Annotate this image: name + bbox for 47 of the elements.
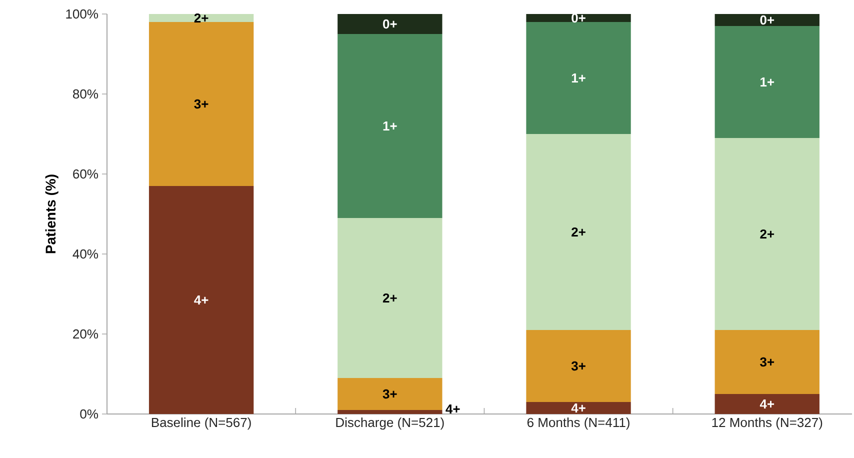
bar (338, 34, 442, 218)
y-tick-label: 80% (73, 89, 98, 99)
series-label: 2+ (194, 13, 208, 23)
text: 2+ (760, 229, 774, 239)
bar (526, 22, 631, 134)
x-tick-label: 12 Months (N=327) (712, 418, 822, 430)
bar (338, 410, 442, 414)
bar (714, 394, 820, 414)
y-tick-label: 0% (80, 409, 98, 419)
bar (714, 26, 820, 138)
bar (338, 14, 442, 34)
bar (338, 378, 442, 410)
bar (338, 218, 442, 378)
bar (148, 22, 254, 186)
text: 0+ (383, 19, 397, 29)
x-tick-label: 6 Months (N=411) (527, 418, 630, 430)
bar (714, 138, 820, 330)
text: 1+ (572, 74, 586, 82)
bar (148, 186, 254, 414)
text: 3+ (571, 361, 586, 371)
y-axis-title: Patients (%) (45, 174, 58, 254)
bar (526, 134, 631, 330)
text: 4+ (760, 400, 774, 408)
series-label: 3+ (382, 389, 397, 399)
bar (526, 402, 631, 414)
text: 4+ (194, 296, 208, 304)
x-tick-label: Baseline (N=567) (152, 418, 251, 430)
bar (714, 14, 820, 26)
text: 1+ (383, 122, 397, 130)
y-tick-label: 20% (73, 329, 98, 339)
bar (526, 14, 631, 22)
y-tick-label: 60% (73, 169, 98, 179)
y-tick-label: 100% (66, 9, 98, 19)
text: 3+ (194, 99, 208, 109)
y-tick-label: 40% (72, 249, 98, 259)
text: 2+ (572, 227, 586, 237)
bar (714, 330, 820, 394)
series-label: 0+ (572, 13, 586, 23)
bar (526, 330, 631, 402)
bar (148, 14, 254, 22)
x-tick-label: Discharge (N=521) (336, 418, 444, 430)
text: 4+ (446, 404, 460, 414)
series-label: 1+ (760, 78, 774, 86)
text: 2+ (382, 293, 397, 303)
text: 3+ (760, 357, 774, 367)
text: 0+ (760, 15, 774, 25)
series-label: 4+ (571, 404, 586, 412)
